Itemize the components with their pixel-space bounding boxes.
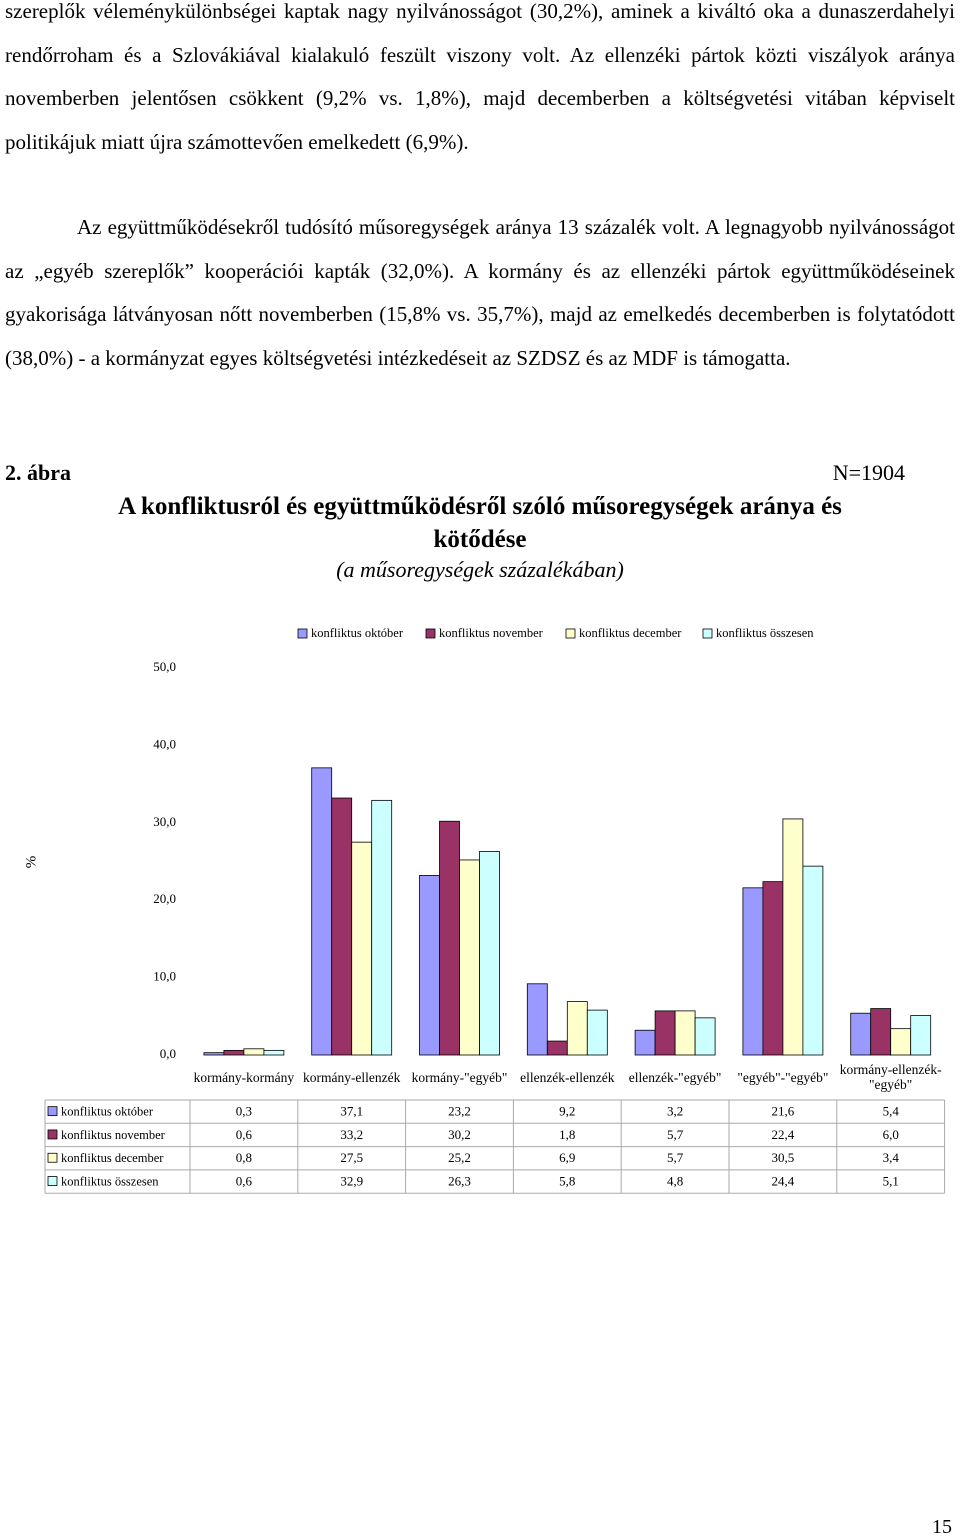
bar (223, 1049, 245, 1056)
table-cell: 5,7 (667, 1150, 684, 1165)
table-cell: 26,3 (448, 1174, 471, 1189)
table-cell: 22,4 (772, 1127, 795, 1142)
table-cell: 21,6 (772, 1104, 795, 1119)
legend-label: konfliktus összesen (716, 626, 814, 640)
bar (802, 865, 824, 1056)
table-cell: 9,2 (559, 1104, 575, 1119)
y-tick-label: 40,0 (153, 736, 176, 751)
bar (459, 859, 480, 1056)
bar (674, 1010, 696, 1056)
table-swatch (47, 1176, 58, 1186)
legend-label: konfliktus december (579, 626, 682, 640)
bar (890, 1028, 912, 1056)
x-tick-label: kormány-kormány (193, 1069, 295, 1085)
bar (351, 841, 373, 1056)
table-row-label: konfliktus december (61, 1151, 164, 1165)
legend-label: konfliktus október (311, 626, 404, 640)
bar (439, 820, 460, 1056)
bar (263, 1049, 285, 1056)
paragraph: szereplők véleménykülönbségei kaptak nag… (5, 0, 955, 154)
table-cell: 30,5 (772, 1150, 795, 1165)
table-row-label: konfliktus összesen (61, 1174, 159, 1188)
y-axis-label: % (23, 856, 39, 869)
bar (243, 1048, 265, 1056)
bar (566, 1001, 588, 1056)
table-cell: 27,5 (340, 1150, 363, 1165)
table-cell: 24,4 (772, 1174, 795, 1189)
x-tick-label: kormány-"egyéb" (411, 1069, 508, 1085)
table-row-label: konfliktus október (61, 1105, 154, 1119)
table-cell: 5,4 (883, 1104, 900, 1119)
table-row-label: konfliktus november (61, 1128, 166, 1142)
bar (850, 1012, 872, 1056)
table-cell: 23,2 (448, 1104, 471, 1119)
table-cell: 25,2 (448, 1150, 471, 1165)
table-swatch (47, 1129, 58, 1140)
figure-sample-size: N=1904 (832, 460, 905, 485)
bar (742, 887, 764, 1056)
bar (419, 875, 440, 1056)
x-tick-label: ellenzék-ellenzék (520, 1069, 615, 1085)
table-cell: 3,2 (667, 1104, 683, 1119)
table-cell: 5,8 (559, 1174, 575, 1189)
x-tick-label: kormány-ellenzék-"egyéb" (839, 1062, 942, 1092)
x-tick-label: ellenzék-"egyéb" (628, 1069, 722, 1085)
bar (331, 797, 353, 1056)
y-tick-label: 20,0 (153, 891, 176, 906)
bar (762, 881, 784, 1056)
table-cell: 6,0 (883, 1127, 899, 1142)
bar (479, 851, 500, 1056)
legend-swatch (702, 628, 713, 639)
bar (782, 818, 804, 1056)
bar (586, 1009, 608, 1056)
chart-title: A konfliktusról és együttműködésről szól… (118, 493, 842, 553)
table-cell: 32,9 (340, 1174, 363, 1189)
table-swatch (47, 1106, 58, 1117)
bar (870, 1008, 892, 1056)
legend-swatch (565, 628, 576, 639)
table-cell: 6,9 (559, 1150, 575, 1165)
y-tick-label: 0,0 (160, 1046, 176, 1061)
paragraph: Az együttműködésekről tudósító műsoregys… (5, 215, 955, 370)
chart-subtitle: (a műsoregységek százalékában) (336, 557, 624, 582)
bar (311, 767, 333, 1056)
table-cell: 0,6 (236, 1174, 253, 1189)
bar (546, 1040, 568, 1056)
y-tick-label: 50,0 (153, 659, 176, 674)
bar (526, 983, 548, 1056)
table-cell: 4,8 (667, 1174, 683, 1189)
table-swatch (47, 1152, 58, 1163)
table-cell: 5,7 (667, 1127, 684, 1142)
table-cell: 3,4 (883, 1150, 900, 1165)
table-cell: 30,2 (448, 1127, 471, 1142)
table-cell: 37,1 (340, 1104, 363, 1119)
bar (694, 1017, 716, 1056)
legend-swatch (297, 628, 308, 639)
legend-label: konfliktus november (439, 626, 544, 640)
x-tick-label: kormány-ellenzék (302, 1069, 401, 1085)
x-tick-label: "egyéb"-"egyéb" (737, 1069, 829, 1085)
figure-label: 2. ábra (5, 460, 71, 485)
legend-swatch (425, 628, 436, 639)
table-cell: 0,3 (236, 1104, 252, 1119)
page-number: 15 (932, 1516, 952, 1538)
bar (654, 1010, 676, 1056)
table-cell: 0,8 (236, 1150, 252, 1165)
y-tick-label: 30,0 (153, 814, 176, 829)
bar (910, 1015, 932, 1056)
bar (634, 1029, 656, 1056)
table-cell: 1,8 (559, 1127, 575, 1142)
bar (371, 799, 393, 1056)
y-tick-label: 10,0 (153, 969, 176, 984)
table-cell: 5,1 (883, 1174, 899, 1189)
table-cell: 33,2 (340, 1127, 363, 1142)
table-cell: 0,6 (236, 1127, 253, 1142)
bar (203, 1052, 225, 1056)
